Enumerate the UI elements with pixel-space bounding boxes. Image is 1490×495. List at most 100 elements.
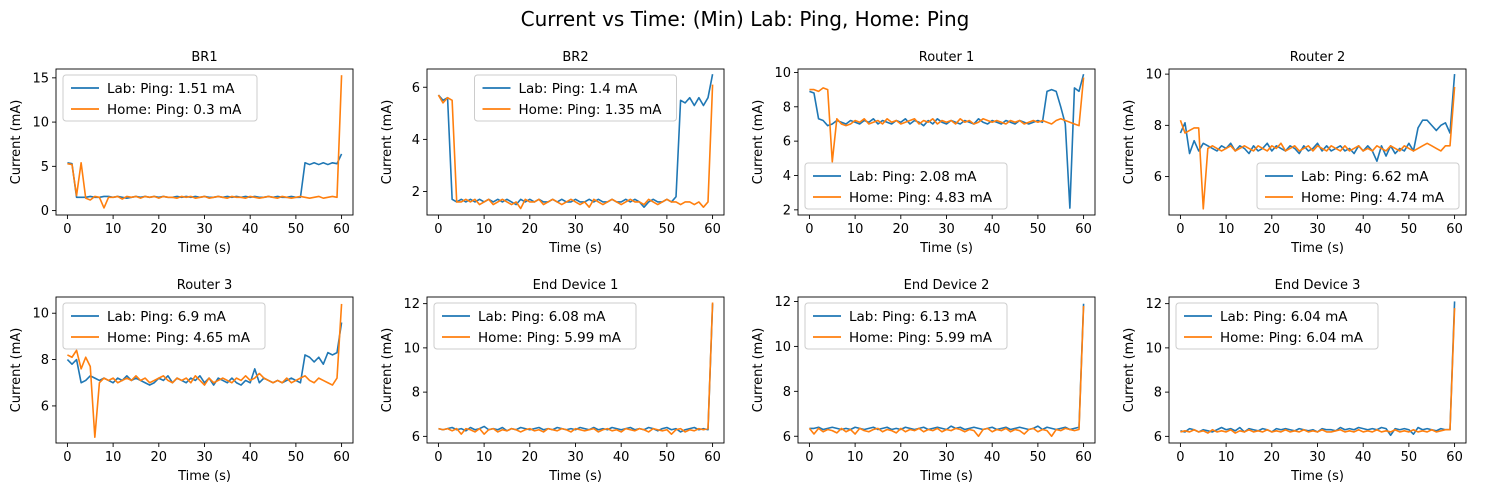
series-line-home: [809, 77, 1085, 163]
x-tick-label: 10: [105, 450, 122, 465]
y-axis-label: Current (mA): [1122, 100, 1137, 185]
x-tick-label: 0: [63, 450, 71, 465]
legend-box: [62, 302, 266, 350]
y-tick-label: 6: [783, 135, 791, 150]
legend: Lab: Ping: 6.9 mA Home: Ping: 4.65 mA: [62, 302, 266, 350]
x-tick-label: 0: [434, 222, 442, 237]
legend-label: Lab: Ping: 6.04 mA: [1220, 309, 1348, 325]
legend: Lab: Ping: 6.04 mA Home: Ping: 6.04 mA: [1175, 302, 1379, 350]
subplot-title: End Device 1: [533, 278, 619, 293]
x-tick-label: 0: [1176, 450, 1184, 465]
x-tick-label: 30: [938, 222, 955, 237]
subplot-title: Router 2: [1290, 50, 1346, 65]
y-tick-label: 2: [783, 203, 791, 218]
figure-title: Current vs Time: (Min) Lab: Ping, Home: …: [521, 7, 970, 31]
y-tick-label: 2: [412, 185, 420, 200]
x-tick-label: 60: [1075, 450, 1092, 465]
x-tick-label: 20: [151, 450, 168, 465]
subplot-title: BR2: [562, 50, 588, 65]
y-tick-label: 6: [1154, 170, 1162, 185]
subplot-title: End Device 3: [1275, 278, 1361, 293]
subplot-title: Router 1: [919, 50, 975, 65]
y-tick-label: 10: [1145, 341, 1162, 356]
x-tick-label: 30: [938, 450, 955, 465]
y-axis-label: Current (mA): [1122, 328, 1137, 413]
x-tick-label: 40: [242, 450, 259, 465]
x-axis-label: Time (s): [548, 469, 602, 484]
x-tick-label: 20: [893, 222, 910, 237]
x-tick-label: 50: [288, 450, 305, 465]
legend: Lab: Ping: 6.13 mA Home: Ping: 5.99 mA: [804, 302, 1008, 350]
x-tick-label: 10: [476, 450, 493, 465]
series-line-lab: [438, 303, 714, 433]
y-axis-label: Current (mA): [9, 100, 24, 185]
x-tick-label: 60: [333, 450, 350, 465]
legend-label: Home: Ping: 4.83 mA: [849, 190, 993, 206]
x-tick-label: 10: [847, 450, 864, 465]
x-tick-label: 40: [984, 222, 1001, 237]
legend-box: [1175, 302, 1379, 350]
x-tick-label: 60: [704, 450, 721, 465]
y-tick-label: 10: [32, 307, 49, 322]
y-tick-label: 6: [41, 399, 49, 414]
y-tick-label: 8: [412, 386, 420, 401]
legend-box: [433, 302, 637, 350]
x-axis-label: Time (s): [177, 469, 231, 484]
series-line-home: [437, 84, 714, 210]
x-tick-label: 30: [567, 222, 584, 237]
subplot-2: BR2 0 10 20 30 40 50 60 2 4 6 Time (s) Current (mA) L…: [380, 50, 725, 256]
x-tick-label: 40: [984, 450, 1001, 465]
subplot-title: BR1: [191, 50, 217, 65]
legend-label: Lab: Ping: 6.9 mA: [107, 309, 227, 325]
y-tick-label: 0: [41, 204, 49, 219]
x-tick-label: 30: [1309, 222, 1326, 237]
subplot-1: BR1 0 10 20 30 40 50 60 0 5 10 15 Time (s) Current (m…: [9, 50, 354, 256]
x-tick-label: 30: [1309, 450, 1326, 465]
y-tick-label: 10: [1145, 68, 1162, 83]
x-tick-label: 20: [1264, 222, 1281, 237]
y-tick-label: 12: [403, 297, 420, 312]
y-tick-label: 8: [1154, 386, 1162, 401]
legend: Lab: Ping: 1.4 mA Home: Ping: 1.35 mA: [474, 74, 677, 122]
x-axis-label: Time (s): [1290, 469, 1344, 484]
y-tick-label: 10: [403, 341, 420, 356]
legend-label: Home: Ping: 5.99 mA: [478, 330, 622, 346]
subplot-8: End Device 3 0 10 20 30 40 50 60 6 8 10 12 Time (s) C…: [1122, 278, 1467, 484]
y-axis-label: Current (mA): [380, 100, 395, 185]
legend-label: Home: Ping: 5.99 mA: [849, 330, 993, 346]
x-tick-label: 50: [288, 222, 305, 237]
x-tick-label: 30: [196, 450, 213, 465]
x-tick-label: 60: [704, 222, 721, 237]
legend-box: [804, 302, 1008, 350]
y-tick-label: 8: [783, 100, 791, 115]
x-tick-label: 20: [151, 222, 168, 237]
x-tick-label: 50: [659, 450, 676, 465]
subplot-6: End Device 1 0 10 20 30 40 50 60 6 8 10 12 Time (s) C…: [380, 278, 725, 484]
legend-label: Lab: Ping: 6.13 mA: [849, 309, 977, 325]
legend-box: [804, 162, 1008, 210]
legend-label: Lab: Ping: 6.08 mA: [478, 309, 606, 325]
x-axis-label: Time (s): [177, 241, 231, 256]
y-tick-label: 4: [783, 169, 791, 184]
y-axis-label: Current (mA): [380, 328, 395, 413]
y-tick-label: 15: [32, 71, 49, 86]
legend: Lab: Ping: 1.51 mA Home: Ping: 0.3 mA: [62, 74, 258, 122]
x-tick-label: 20: [522, 450, 539, 465]
subplot-4: Router 2 0 10 20 30 40 50 60 6 8 10 Time (s) Current…: [1122, 50, 1467, 256]
x-tick-label: 20: [1264, 450, 1281, 465]
series-line-home: [67, 75, 343, 209]
y-tick-label: 6: [412, 430, 420, 445]
y-tick-label: 8: [41, 353, 49, 368]
x-tick-label: 0: [434, 450, 442, 465]
x-tick-label: 20: [893, 450, 910, 465]
x-tick-label: 0: [63, 222, 71, 237]
legend-box: [62, 74, 258, 122]
y-tick-label: 6: [412, 81, 420, 96]
y-tick-label: 12: [1145, 297, 1162, 312]
subplot-5: Router 3 0 10 20 30 40 50 60 6 8 10 Time (s) Current…: [9, 278, 354, 484]
y-tick-label: 6: [783, 430, 791, 445]
x-tick-label: 40: [613, 222, 630, 237]
series-line-lab: [67, 153, 343, 199]
x-tick-label: 40: [242, 222, 259, 237]
